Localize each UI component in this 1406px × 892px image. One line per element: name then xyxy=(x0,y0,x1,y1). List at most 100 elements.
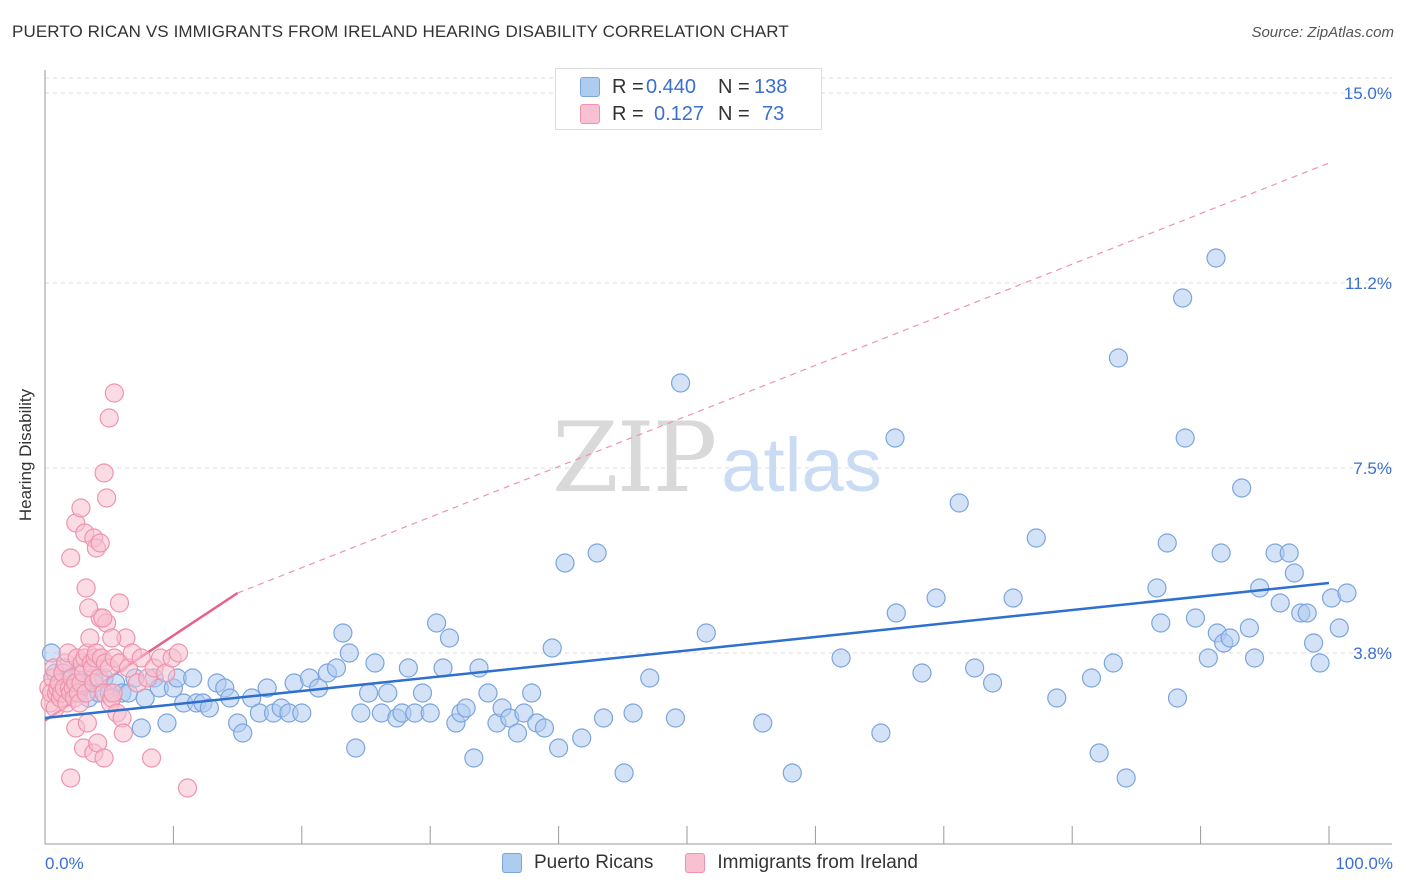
pink-trendline-group xyxy=(44,162,1330,722)
series-legend: Puerto Ricans Immigrants from Ireland xyxy=(502,852,950,874)
puerto-rican-point xyxy=(514,703,534,723)
puerto-rican-point xyxy=(1337,583,1357,603)
legend-r-label: R = xyxy=(612,75,644,98)
puerto-rican-point xyxy=(1198,648,1218,668)
legend-r-value: 0.127 xyxy=(654,102,705,125)
series-swatch-blue xyxy=(502,853,522,873)
puerto-rican-point xyxy=(696,623,716,643)
puerto-rican-point xyxy=(1103,653,1123,673)
puerto-rican-point xyxy=(1157,533,1177,553)
puerto-rican-point xyxy=(1220,628,1240,648)
ireland-point xyxy=(113,723,133,743)
ireland-point xyxy=(97,488,117,508)
puerto-rican-point xyxy=(926,588,946,608)
puerto-rican-point xyxy=(548,738,569,758)
puerto-rican-point xyxy=(131,718,151,738)
puerto-rican-point xyxy=(1167,688,1188,708)
y-tick-label: 11.2% xyxy=(1345,274,1392,293)
series-label-ireland: Immigrants from Ireland xyxy=(717,852,918,873)
ireland-point xyxy=(99,408,119,428)
puerto-rican-point xyxy=(339,643,359,663)
ireland-point xyxy=(94,463,114,483)
puerto-rican-point xyxy=(1297,603,1317,623)
ireland-point xyxy=(102,628,122,648)
legend-n-label: N = xyxy=(718,75,750,98)
legend-swatch-blue xyxy=(580,77,600,97)
series-legend-ireland: Immigrants from Ireland xyxy=(685,852,918,874)
series-label-puerto-ricans: Puerto Ricans xyxy=(534,852,654,873)
ireland-point xyxy=(77,713,97,733)
legend-row-ireland: R = 0.127 N = 73 xyxy=(580,102,784,126)
puerto-rican-point xyxy=(1047,688,1067,708)
puerto-rican-point xyxy=(1232,478,1252,498)
ireland-point xyxy=(90,533,110,553)
puerto-rican-point xyxy=(326,658,347,678)
ireland-point xyxy=(94,748,114,768)
puerto-rican-point xyxy=(831,648,851,668)
puerto-rican-point xyxy=(233,723,253,743)
puerto-rican-point xyxy=(1003,588,1023,608)
correlation-legend: R = 0.440 N = 138 R = 0.127 N = 73 xyxy=(555,68,822,130)
puerto-rican-point xyxy=(1279,543,1299,563)
legend-n-value: 138 xyxy=(754,75,788,98)
gridlines xyxy=(45,77,1392,654)
puerto-rican-point xyxy=(464,748,484,768)
ireland-point xyxy=(104,383,124,403)
puerto-rican-point xyxy=(885,428,905,448)
puerto-rican-point xyxy=(782,763,802,783)
puerto-rican-point xyxy=(157,713,177,733)
puerto-rican-point xyxy=(1026,528,1046,548)
puerto-rican-point xyxy=(1211,543,1231,563)
puerto-rican-point xyxy=(1116,768,1136,788)
blue-trendline-group xyxy=(44,581,1330,720)
watermark-atlas: atlas xyxy=(721,423,882,508)
puerto-rican-point xyxy=(1244,648,1265,668)
ireland-point xyxy=(109,593,130,613)
puerto-rican-point xyxy=(378,683,398,703)
puerto-rican-point xyxy=(522,683,542,703)
puerto-rican-point xyxy=(257,678,277,698)
puerto-rican-point xyxy=(587,543,607,563)
ireland-point xyxy=(79,598,99,618)
puerto-rican-trendline xyxy=(44,581,1330,720)
puerto-rican-point xyxy=(965,658,985,678)
puerto-rican-point xyxy=(1108,348,1129,368)
puerto-rican-point xyxy=(614,763,634,783)
puerto-rican-point xyxy=(640,668,660,688)
ireland-point xyxy=(61,548,81,568)
x-tick-label-max: 100.0% xyxy=(1335,854,1393,873)
puerto-rican-point xyxy=(1081,668,1102,688)
puerto-rican-point xyxy=(333,623,353,643)
puerto-rican-point xyxy=(1284,563,1304,583)
puerto-rican-point xyxy=(1270,593,1290,613)
puerto-rican-point xyxy=(351,703,371,723)
legend-n-label: N = xyxy=(718,102,750,125)
puerto-rican-point xyxy=(665,708,686,728)
puerto-rican-point xyxy=(412,683,433,703)
puerto-rican-point xyxy=(346,738,366,758)
puerto-rican-point xyxy=(427,613,447,633)
puerto-rican-point xyxy=(1175,428,1195,448)
puerto-rican-point xyxy=(1239,618,1259,638)
puerto-rican-point xyxy=(886,603,906,623)
ireland-point xyxy=(71,498,91,518)
puerto-rican-point xyxy=(1173,288,1193,308)
ireland-point xyxy=(141,748,162,768)
puerto-rican-point xyxy=(1310,653,1330,673)
puerto-rican-point xyxy=(439,628,460,648)
source-label: Source: ZipAtlas.com xyxy=(1251,24,1394,41)
puerto-rican-point xyxy=(1206,248,1226,268)
puerto-rican-point xyxy=(358,683,379,703)
puerto-rican-point xyxy=(555,553,575,573)
y-tick-label: 15.0% xyxy=(1344,84,1392,103)
ireland-trendline-extension xyxy=(237,162,1330,594)
puerto-rican-point xyxy=(1147,578,1167,598)
puerto-rican-point xyxy=(1185,608,1206,628)
ireland-point xyxy=(93,608,113,628)
y-tick-label: 7.5% xyxy=(1353,459,1392,478)
puerto-rican-point xyxy=(572,728,592,748)
puerto-rican-point xyxy=(183,668,203,688)
puerto-rican-point xyxy=(1329,618,1349,638)
puerto-rican-point xyxy=(623,703,643,723)
